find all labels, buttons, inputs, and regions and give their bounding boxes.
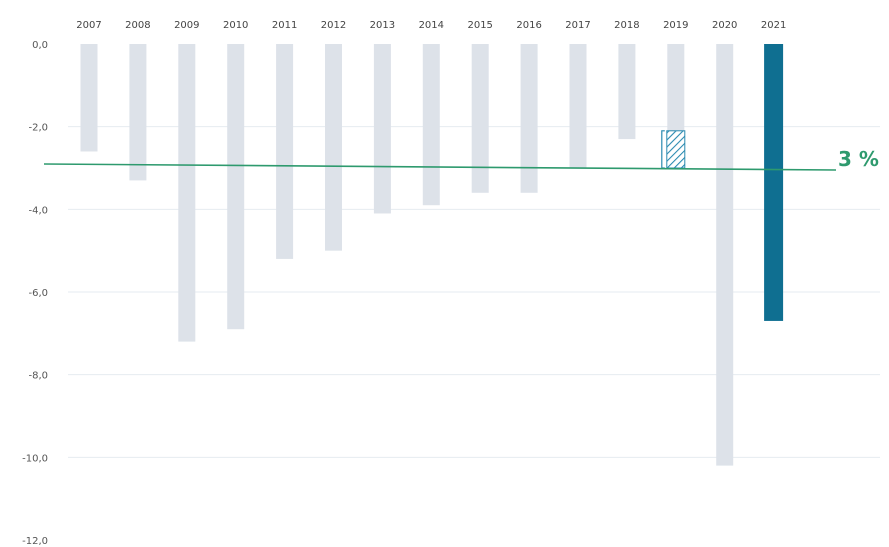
bar	[422, 44, 440, 206]
y-tick-label: -4,0	[28, 205, 48, 216]
x-tick-label: 2009	[174, 20, 199, 31]
x-tick-label: 2013	[370, 20, 395, 31]
y-tick-label: -12,0	[22, 536, 48, 547]
y-tick-label: -8,0	[28, 371, 48, 382]
reference-line	[43, 163, 837, 171]
x-tick-label: 2018	[614, 20, 639, 31]
x-tick-label: 2010	[223, 20, 248, 31]
y-tick-label: -6,0	[28, 288, 48, 299]
x-tick-label: 2014	[419, 20, 444, 31]
bar	[129, 44, 147, 181]
x-tick-label: 2020	[712, 20, 737, 31]
bar	[178, 44, 196, 342]
x-tick-label: 2016	[516, 20, 541, 31]
bar	[569, 44, 587, 168]
bar	[618, 44, 636, 140]
x-tick-label: 2015	[467, 20, 492, 31]
bar	[520, 44, 538, 193]
x-tick-label: 2011	[272, 20, 297, 31]
x-tick-label: 2017	[565, 20, 590, 31]
y-tick-label: -2,0	[28, 123, 48, 134]
y-tick-label: 0,0	[32, 40, 48, 51]
bar	[276, 44, 294, 259]
bar	[373, 44, 391, 214]
x-tick-label: 2019	[663, 20, 688, 31]
bar	[227, 44, 245, 330]
x-tick-label: 2007	[76, 20, 101, 31]
bar-highlight	[764, 44, 784, 321]
x-tick-label: 2021	[761, 20, 786, 31]
reference-line-label: 3 %	[838, 147, 879, 171]
x-tick-label: 2008	[125, 20, 150, 31]
y-tick-label: -10,0	[22, 453, 48, 464]
bar	[471, 44, 489, 193]
bracket-mark	[661, 130, 665, 169]
bar	[80, 44, 98, 152]
x-tick-label: 2012	[321, 20, 346, 31]
hatched-segment	[666, 130, 686, 169]
bar	[325, 44, 342, 251]
bar	[716, 44, 734, 466]
